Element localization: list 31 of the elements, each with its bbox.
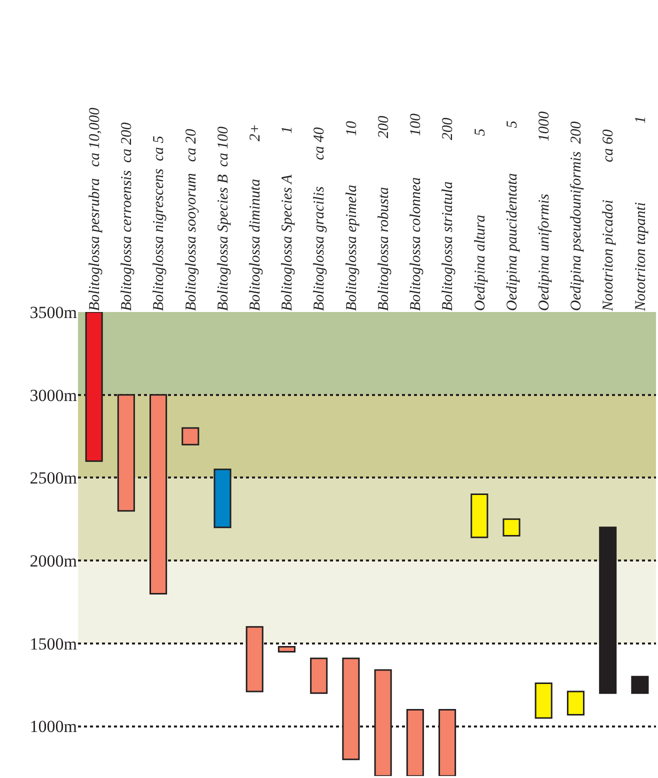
- x-tick-label: Bolitoglossa pesrubra ca 10,000: [86, 107, 103, 311]
- y-tick-label: 1000m: [30, 717, 77, 736]
- x-tick-label: Bolitoglossa striatula 200: [440, 117, 456, 311]
- bar: [566, 690, 584, 716]
- y-tick-label: 3000m: [30, 386, 77, 405]
- x-tick-label: Nototriton tapanti 1: [632, 116, 649, 312]
- x-tick-label: Bolitoglossa epimela 10: [344, 120, 360, 311]
- x-tick-label: Bolitoglossa Species B ca 100: [215, 126, 232, 311]
- x-tick-label: Bolitoglossa sooyorum ca 20: [183, 128, 200, 311]
- y-tick-label: 1500m: [30, 634, 77, 654]
- x-tick-label: Bolitoglossa gracilis ca 40: [312, 126, 328, 311]
- x-tick-label: Nototriton picadoi ca 60: [600, 128, 617, 312]
- x-tick-label: Bolitoglossa robusta 200: [376, 115, 392, 311]
- y-tick-label: 3500m: [30, 302, 77, 322]
- x-tick-label: Bolitoglossa nigrescens ca 5: [151, 135, 168, 311]
- bar: [470, 494, 488, 538]
- y-tick-label: 2500m: [30, 468, 77, 488]
- y-tick-label: 2000m: [30, 552, 77, 571]
- x-tick-label: Bolitoglossa diminuta 2+: [247, 124, 264, 311]
- x-tick-label: Bolitoglossa cerroensis ca 200: [119, 122, 136, 311]
- bar: [310, 658, 328, 694]
- x-tick-label: Oedipina altura 5: [472, 128, 488, 311]
- bar: [502, 518, 520, 536]
- x-tick-label: Oedipina pseudouniformis 200: [568, 120, 585, 311]
- bar: [534, 682, 552, 719]
- x-tick-label: Bolitoglossa Species A 1: [280, 126, 296, 311]
- x-tick-label: Bolitoglossa colonnea 100: [408, 113, 424, 311]
- x-tick-label: Oedipina uniformis 1000: [536, 110, 552, 311]
- bar: [182, 427, 200, 446]
- bar: [631, 676, 649, 694]
- x-tick-label: Oedipina paucidentata 5: [504, 120, 520, 311]
